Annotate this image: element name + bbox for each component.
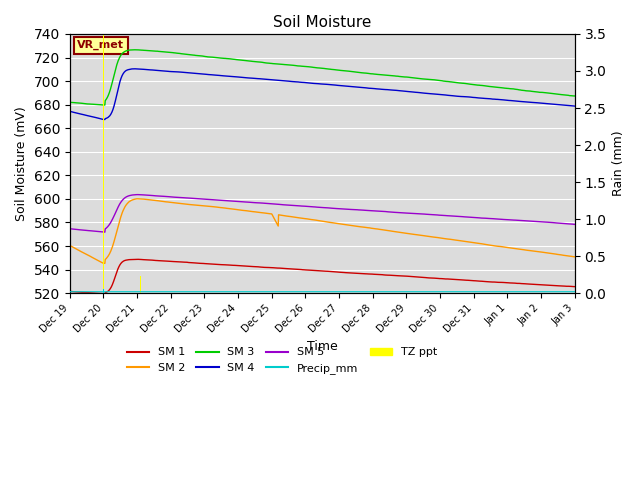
Title: Soil Moisture: Soil Moisture bbox=[273, 15, 371, 30]
Y-axis label: Rain (mm): Rain (mm) bbox=[612, 131, 625, 196]
Y-axis label: Soil Moisture (mV): Soil Moisture (mV) bbox=[15, 106, 28, 221]
X-axis label: Time: Time bbox=[307, 340, 338, 353]
Bar bbox=[103, 289, 104, 293]
Text: VR_met: VR_met bbox=[77, 40, 124, 50]
Bar bbox=[140, 276, 141, 293]
Legend: SM 1, SM 2, SM 3, SM 4, SM 5, Precip_mm, TZ ppt: SM 1, SM 2, SM 3, SM 4, SM 5, Precip_mm,… bbox=[122, 343, 442, 378]
Bar bbox=[103, 34, 104, 293]
